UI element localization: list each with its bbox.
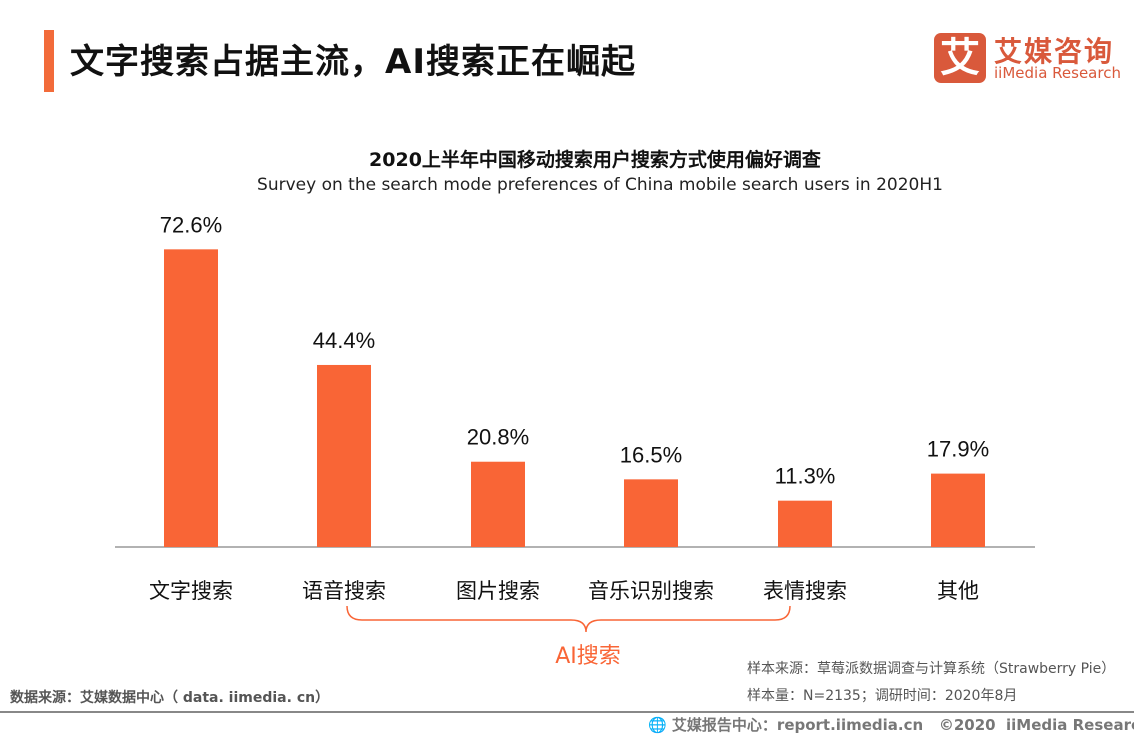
data-source: 数据来源：艾媒数据中心（ data. iimedia. cn）: [10, 690, 330, 706]
bar: [317, 364, 371, 547]
data-label: 16.5%: [620, 442, 682, 467]
bar: [931, 473, 985, 547]
globe-icon: 🌐: [648, 716, 667, 734]
logo-text-cn: 艾媒咨询: [994, 35, 1115, 68]
bar: [624, 479, 678, 547]
bar: [164, 249, 218, 547]
title-accent-bar: [44, 30, 54, 92]
data-label: 11.3%: [775, 464, 836, 489]
chart-title: 2020上半年中国移动搜索用户搜索方式使用偏好调查: [369, 149, 821, 171]
logo-mark: 艾: [934, 33, 986, 83]
category-label: 音乐识别搜索: [588, 579, 714, 603]
category-label: 文字搜索: [149, 579, 233, 603]
data-label: 20.8%: [467, 425, 529, 450]
category-label: 其他: [937, 579, 979, 603]
chart-subtitle: Survey on the search mode preferences of…: [257, 175, 943, 195]
category-label: 语音搜索: [302, 579, 386, 603]
logo-text-en: iiMedia Research: [994, 64, 1121, 82]
category-label: 图片搜索: [456, 579, 540, 603]
data-label: 44.4%: [313, 328, 375, 353]
copyright: 🌐 艾媒报告中心：report.iimedia.cn ©2020 iiMedia…: [648, 714, 1134, 735]
category-label: 表情搜索: [763, 579, 847, 603]
copyright-text: 艾媒报告中心：report.iimedia.cn ©2020 iiMedia R…: [671, 716, 1134, 734]
sample-source: 样本来源：草莓派数据调查与计算系统（Strawberry Pie）: [747, 661, 1116, 677]
ai-group-label: AI搜索: [555, 644, 621, 669]
page-title: 文字搜索占据主流，AI搜索正在崛起: [70, 42, 636, 82]
footer-divider: [0, 711, 1134, 713]
data-label: 72.6%: [160, 212, 222, 237]
ai-group-brace: [346, 605, 791, 633]
data-label: 17.9%: [927, 437, 989, 462]
sample-size: 样本量：N=2135；调研时间：2020年8月: [747, 688, 1018, 704]
bar: [778, 500, 832, 547]
bar: [471, 461, 525, 547]
